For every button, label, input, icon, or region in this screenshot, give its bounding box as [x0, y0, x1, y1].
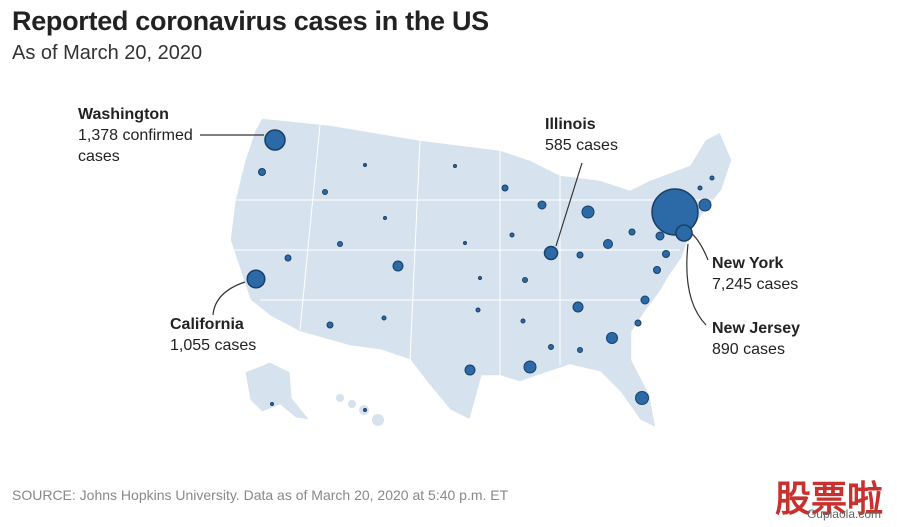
us-mainland — [229, 117, 733, 430]
state-name: Washington — [78, 106, 169, 123]
annotation: New York 7,245 cases — [712, 253, 852, 295]
case-label: 1,378 confirmed cases — [78, 127, 193, 165]
watermark-brand: 股票啦 — [774, 479, 883, 520]
annotation: California 1,055 cases — [170, 314, 370, 356]
case-label: 1,055 cases — [170, 337, 257, 354]
subtitle: As of March 20, 2020 — [12, 42, 203, 64]
case-label: 890 cases — [712, 341, 785, 358]
state-borders — [230, 124, 720, 376]
case-label: 7,245 cases — [712, 276, 799, 293]
annotation: New Jersey 890 cases — [712, 318, 852, 360]
state-name: Illinois — [545, 116, 596, 133]
case-label: 585 cases — [545, 137, 618, 154]
bubble — [543, 245, 559, 261]
bubble — [651, 188, 699, 236]
state-name: New York — [712, 255, 784, 272]
source: SOURCE: Johns Hopkins University. Data a… — [12, 487, 509, 503]
minor-bubbles — [258, 163, 715, 412]
alaska — [244, 361, 312, 421]
chart-title: Reported coronavirus cases in the US — [12, 6, 489, 36]
annotation: Illinois 585 cases — [545, 114, 685, 156]
bubble — [246, 269, 266, 289]
hawaii — [336, 394, 384, 426]
state-name: California — [170, 316, 244, 333]
watermark-url: Gupiaola.com — [806, 507, 881, 521]
bubble — [675, 224, 693, 242]
state-name: New Jersey — [712, 320, 801, 337]
bubble — [264, 129, 286, 151]
annotation: Washington 1,378 confirmed cases — [78, 104, 213, 167]
